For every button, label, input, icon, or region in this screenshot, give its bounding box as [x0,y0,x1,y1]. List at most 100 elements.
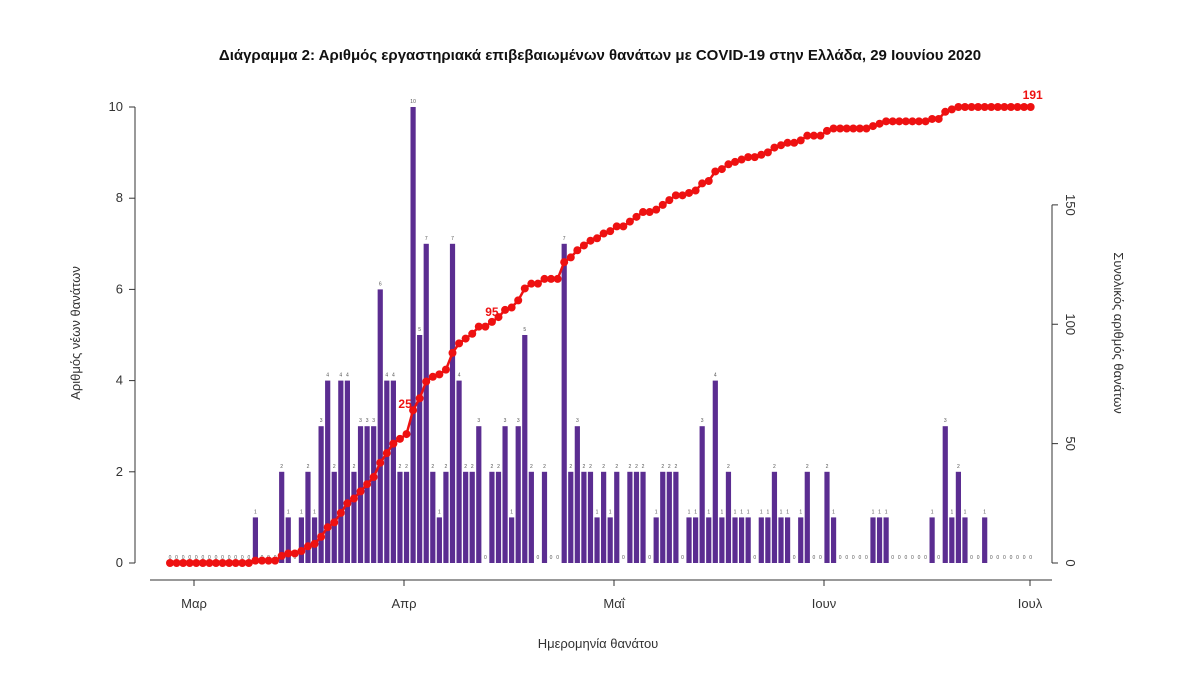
bar-value-label: 1 [596,509,599,515]
bar-value-label: 2 [471,464,474,470]
cumulative-point [501,305,510,314]
bar-value-label: 1 [950,509,953,515]
bar [719,517,725,563]
bar-value-label: 1 [688,509,691,515]
bar-value-label: 2 [530,464,533,470]
cumulative-point [671,191,680,200]
bar [423,243,429,564]
bar-value-label: 2 [668,464,671,470]
bar-value-label: 0 [195,555,198,561]
cumulative-point [704,177,713,186]
bar-value-label: 1 [832,509,835,515]
bar [778,517,784,563]
bar [305,471,311,563]
bar-value-label: 2 [642,464,645,470]
cumulative-point [803,131,812,140]
cumulative-point [862,124,871,133]
cumulative-point [566,253,575,262]
cumulative-point [297,547,306,556]
cumulative-point [448,348,457,357]
cumulative-point [395,434,404,443]
cumulative-point [619,222,628,231]
cumulative-point [658,200,667,209]
bar [351,471,357,563]
cumulative-point [987,103,996,111]
cumulative-point [691,186,700,195]
bar [502,426,508,563]
cumulative-point [757,150,766,159]
bar-value-label: 0 [904,555,907,561]
bar-value-label: 0 [1016,555,1019,561]
cumulative-point [652,205,661,214]
cumulative-point [579,241,588,250]
bar-value-label: 1 [720,509,723,515]
bar-value-label: 1 [734,509,737,515]
bar [561,243,567,564]
bar [541,471,548,563]
cumulative-point [547,274,556,283]
bar-value-label: 3 [517,418,520,424]
bar-value-label: 2 [431,464,434,470]
cumulative-point [724,160,733,169]
bar [725,471,732,563]
bar [377,289,383,563]
bar [410,107,416,563]
cumulative-point [750,153,759,162]
bar [870,517,876,563]
cumulative-point [586,236,595,245]
bar [765,517,771,563]
bar-value-label: 0 [937,555,940,561]
cumulative-point [908,117,917,126]
cumulative-point [185,559,194,567]
bar-value-label: 1 [254,509,257,515]
bar-value-label: 1 [510,509,513,515]
x-tick-label: Μαΐ [603,596,625,611]
bar [469,471,475,563]
cumulative-point [934,114,943,123]
bar-value-label: 0 [1010,555,1013,561]
bar-value-label: 2 [629,464,632,470]
cumulative-point [284,549,293,558]
cumulative-point [520,284,529,293]
cumulative-annotation: 191 [1023,88,1043,102]
cumulative-point [481,322,490,331]
bar-value-labels: 0000000000000100021012134244233364422105… [169,99,1033,561]
bar [515,426,521,563]
cumulative-point [468,329,477,338]
cumulative-point [625,217,634,226]
cumulative-point [336,508,345,517]
cumulative-point [317,532,326,541]
bar [436,517,442,563]
bar [982,517,988,563]
cumulative-point [461,334,470,343]
bar [962,517,968,563]
cumulative-point [487,317,496,326]
cumulative-point [875,119,884,128]
bar-value-label: 1 [287,509,290,515]
bar [279,471,285,563]
bar [364,426,370,563]
bar-value-label: 1 [300,509,303,515]
y2-tick-label: 100 [1063,313,1078,335]
cumulative-point [796,136,805,145]
bar-value-label: 3 [701,418,704,424]
bar [614,471,620,563]
cumulative-point [455,339,464,348]
bar-value-label: 0 [241,555,244,561]
bar [732,517,738,563]
bar-value-label: 0 [188,555,191,561]
bar [522,335,528,563]
bar-value-label: 2 [589,464,592,470]
cumulative-point [849,124,858,133]
cumulative-point [698,179,707,188]
cumulative-point [415,394,424,403]
bar-value-label: 0 [293,555,296,561]
cumulative-point [737,155,746,164]
bar-value-label: 1 [747,509,750,515]
cumulative-point [382,449,391,458]
bar [640,471,646,563]
bar [673,471,679,563]
cumulative-point [527,279,536,288]
bar-value-label: 2 [543,464,546,470]
bar-value-label: 2 [405,464,408,470]
